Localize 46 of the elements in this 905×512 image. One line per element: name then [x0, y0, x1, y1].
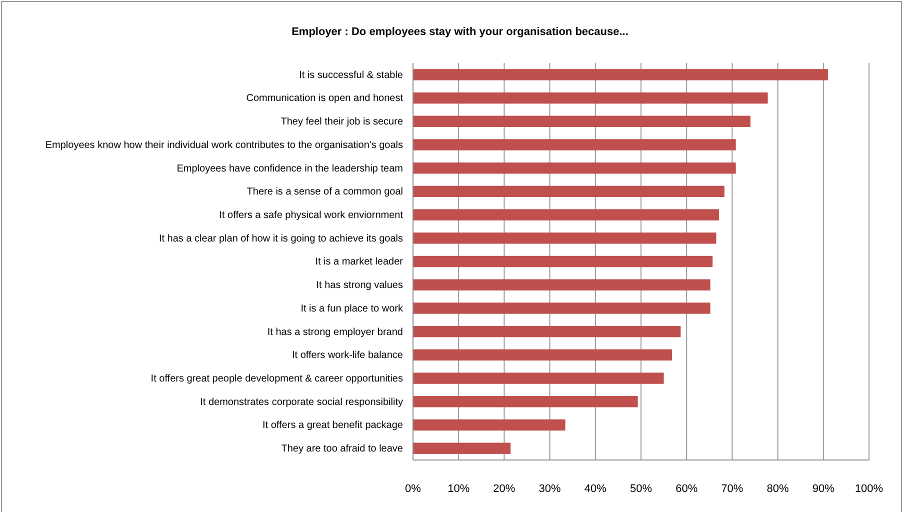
x-tick-label: 10% — [448, 482, 470, 495]
bar — [413, 116, 750, 127]
bar — [413, 372, 664, 384]
bar — [413, 162, 736, 174]
x-tick-label: 90% — [812, 482, 835, 495]
y-tick-label: It offers a great benefit package — [262, 420, 404, 432]
bar — [413, 302, 710, 314]
y-tick-label: They are too afraid to leave — [281, 444, 404, 455]
y-tick-label: It offers work-life balance — [292, 350, 404, 362]
bar — [413, 139, 736, 150]
bar — [413, 232, 716, 244]
y-tick-label: It has a clear plan of how it is going to achieve its goals — [158, 233, 403, 244]
bar — [413, 326, 681, 338]
y-tick-label: It has strong values — [316, 280, 403, 292]
x-tick-label: 60% — [676, 482, 698, 495]
y-tick-label: They feel their job is secure — [280, 116, 404, 128]
y-tick-label: It is a fun place to work — [300, 303, 404, 314]
bar — [413, 209, 719, 220]
y-tick-label: Employees know how their individual work contributes to the organisation's goals — [45, 140, 403, 151]
y-tick-label: It is successful & stable — [299, 70, 404, 81]
bar — [413, 92, 768, 104]
x-tick-label: 30% — [538, 482, 562, 495]
x-tick-label: 20% — [493, 482, 516, 495]
y-tick-label: It offers great people development & career opportunities — [150, 373, 403, 384]
y-tick-label: It is a market leader — [315, 256, 404, 268]
chart-title: Employer : Do employees stay with your organisation because... — [292, 26, 628, 38]
bar — [413, 419, 566, 431]
y-tick-label: It has a strong employer brand — [267, 326, 403, 338]
x-tick-label: 70% — [721, 482, 744, 495]
bar — [413, 279, 710, 290]
x-tick-label: 40% — [584, 482, 607, 495]
bar — [413, 256, 713, 268]
y-tick-label: It offers a safe physical work enviornment — [219, 210, 404, 221]
y-tick-label: Employees have confidence in the leadership team — [176, 163, 403, 174]
bar — [413, 396, 638, 408]
y-tick-label: Communication is open and honest — [246, 93, 404, 104]
y-tick-label: There is a sense of a common goal — [246, 186, 403, 198]
x-tick-label: 100% — [854, 482, 884, 495]
x-tick-label: 50% — [630, 482, 652, 495]
bar — [413, 442, 511, 454]
bar — [413, 69, 828, 80]
bar — [413, 349, 672, 361]
bar — [413, 186, 724, 198]
x-tick-label: 0% — [405, 482, 422, 495]
y-tick-label: It demonstrates corporate social responsibility — [200, 396, 403, 408]
x-tick-label: 80% — [766, 482, 790, 495]
